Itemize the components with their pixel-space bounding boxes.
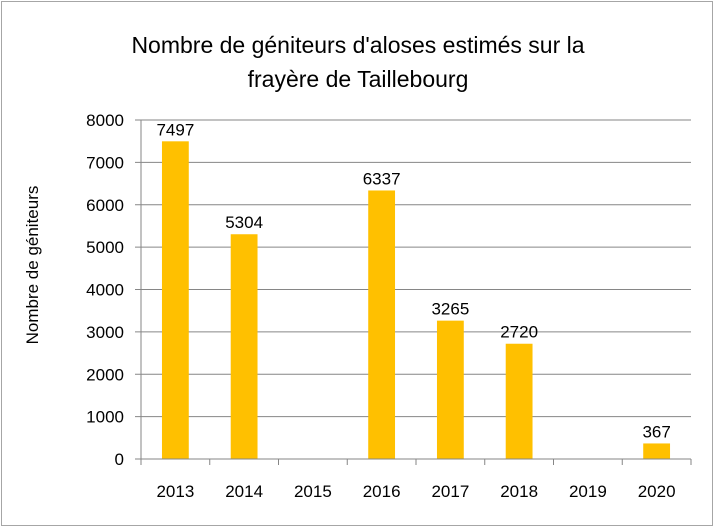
data-label: 5304: [225, 213, 263, 232]
bar: [230, 234, 258, 459]
data-label: 3265: [431, 300, 469, 319]
x-tick-label: 2016: [363, 482, 401, 501]
y-tick-label: 0: [115, 450, 124, 469]
data-label: 6337: [363, 169, 401, 188]
bar: [505, 343, 533, 459]
gridlines: [141, 119, 691, 418]
x-tick-label: 2020: [638, 482, 676, 501]
y-tick-label: 1000: [86, 408, 124, 427]
bar: [368, 190, 396, 460]
y-tick-label: 3000: [86, 323, 124, 342]
data-label: 7497: [156, 120, 194, 139]
x-tick-label: 2018: [500, 482, 538, 501]
chart-title-line-2: frayère de Taillebourg: [248, 66, 469, 92]
x-tick-label: 2015: [294, 482, 332, 501]
data-label: 2720: [500, 323, 538, 342]
data-label: 367: [642, 422, 670, 441]
bar: [161, 141, 189, 459]
x-tick-label: 2014: [225, 482, 263, 501]
x-tick-label: 2019: [569, 482, 607, 501]
y-tick-label: 8000: [86, 111, 124, 130]
data-labels: 7497 5304 6337 3265 2720 367: [156, 120, 670, 441]
bar: [436, 320, 464, 459]
chart-title-line-1: Nombre de géniteurs d'aloses estimés sur…: [131, 32, 584, 58]
y-tick-label: 5000: [86, 238, 124, 257]
axes: 0 1000 2000 3000 4000 5000 6000 7000 8000 2013 201…: [86, 111, 692, 501]
y-tick-label: 7000: [86, 153, 124, 172]
y-tick-label: 2000: [86, 365, 124, 384]
bars: [161, 141, 671, 460]
x-tick-label: 2017: [431, 482, 469, 501]
x-tick-label: 2013: [156, 482, 194, 501]
y-axis-label: Nombre de géniteurs: [23, 186, 42, 345]
y-tick-label: 6000: [86, 196, 124, 215]
bar: [643, 443, 671, 459]
y-tick-label: 4000: [86, 281, 124, 300]
